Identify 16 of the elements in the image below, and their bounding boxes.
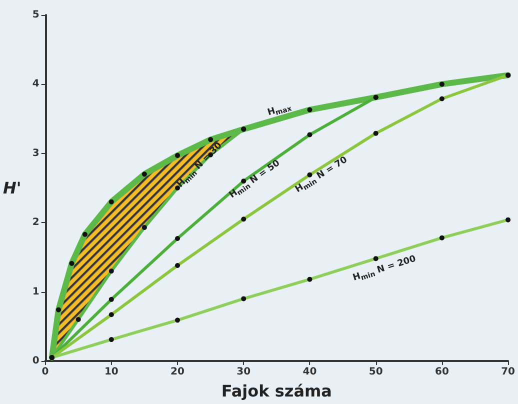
y-tick-label: 3 bbox=[32, 148, 40, 159]
x-tick-label: 60 bbox=[434, 366, 449, 378]
x-tick-label: 70 bbox=[501, 366, 516, 378]
x-tick-label: 10 bbox=[104, 366, 118, 378]
x-tick-label: 40 bbox=[302, 366, 317, 378]
y-tick-label: 4 bbox=[32, 78, 40, 90]
x-tick-label: 0 bbox=[42, 366, 49, 378]
x-tick-label: 20 bbox=[170, 366, 184, 378]
y-tick-label: 2 bbox=[32, 217, 40, 228]
y-axis-title: H' bbox=[2, 178, 22, 198]
x-axis-title: Fajok száma bbox=[221, 382, 332, 400]
y-tick-label: 1 bbox=[32, 286, 40, 298]
y-tick-label: 0 bbox=[32, 356, 40, 366]
y-tick-label: 5 bbox=[32, 10, 40, 20]
x-tick-label: 50 bbox=[368, 366, 383, 378]
x-tick-label: 30 bbox=[236, 366, 251, 378]
